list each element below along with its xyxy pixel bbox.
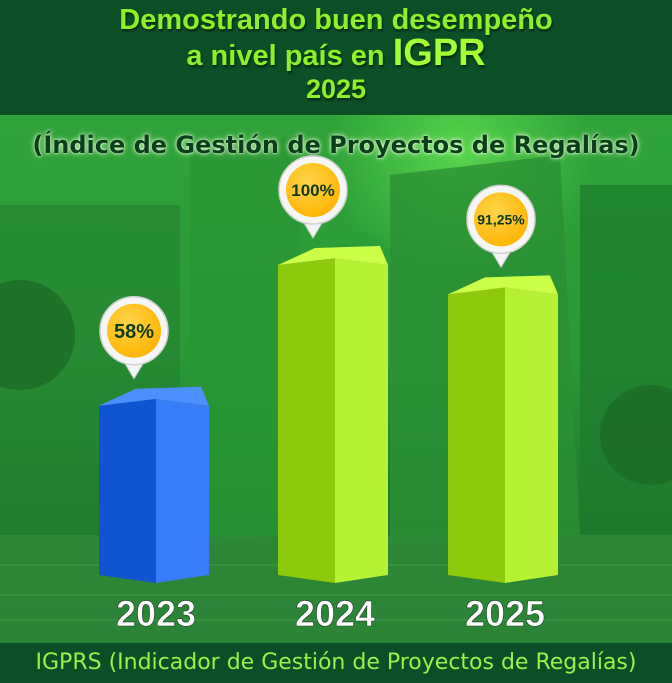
- bar-top-2024: [278, 246, 388, 265]
- bar-top-2025: [448, 275, 558, 295]
- headline-line-2: a nivel país en IGPR: [0, 34, 672, 73]
- building-backdrop: [0, 135, 672, 643]
- bar-face-left-2025: [448, 287, 505, 583]
- headline-line-1: Demostrando buen desempeño: [119, 4, 553, 36]
- headline-line-2-prefix: a nivel país en: [186, 40, 393, 72]
- bar-face-right-2023: [156, 398, 209, 583]
- bar-2025: [448, 275, 558, 583]
- bar-chart: 58% 2023 100% 2024 91,25% 2025: [99, 155, 558, 634]
- tick-label-2023: 2023: [116, 593, 196, 634]
- data-label-2023: 58%: [114, 321, 154, 343]
- footer-caption: IGPRS (Indicador de Gestión de Proyectos…: [0, 643, 672, 683]
- value-badge-2023: 58%: [99, 295, 169, 380]
- bar-face-left-2024: [278, 258, 335, 583]
- tick-label-2025: 2025: [465, 593, 545, 634]
- bar-face-left-2023: [99, 398, 156, 583]
- chart-subtitle: (Índice de Gestión de Proyectos de Regal…: [32, 131, 640, 159]
- data-label-2025: 91,25%: [477, 211, 525, 227]
- bar-top-2023: [99, 386, 209, 406]
- bar-face-right-2025: [505, 287, 558, 583]
- headline-year: 2025: [305, 74, 367, 104]
- headline-emphasis: IGPR: [392, 32, 486, 74]
- bar-2023: [99, 386, 209, 583]
- header-banner: Demostrando buen desempeño a nivel país …: [0, 0, 672, 115]
- bar-2024: [278, 246, 388, 583]
- data-label-2024: 100%: [291, 181, 334, 200]
- badge-disc-2024: [286, 163, 340, 217]
- value-badge-2025: 91,25%: [466, 184, 536, 269]
- value-badge-2024: 100%: [278, 155, 348, 239]
- badge-disc-2025: [474, 192, 528, 247]
- tick-label-2024: 2024: [295, 593, 375, 634]
- badge-disc-2023: [107, 303, 161, 358]
- bar-face-right-2024: [335, 258, 388, 583]
